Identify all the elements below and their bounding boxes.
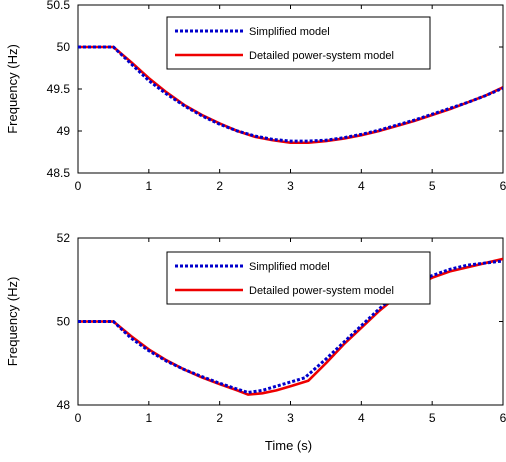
chart-panel-1: 0 1 2 3 4 5 6 48.5 49 49.5 50 50.5 Frequency (Hz) Sim… [5,0,506,193]
y-tick-label: 49 [57,124,71,138]
x-tick-label: 0 [75,179,82,193]
x-tick-label: 3 [287,411,294,425]
x-tick-label: 1 [145,411,152,425]
legend-label: Detailed power-system model [249,285,394,297]
y-axis-title: Frequency (Hz) [5,277,20,367]
y-tick-label: 49.5 [47,82,71,96]
legend-box [166,16,431,70]
x-tick-label: 4 [358,179,365,193]
legend-box [166,251,431,305]
x-tick-label: 3 [287,179,294,193]
y-tick-label: 52 [57,231,71,245]
x-tick-label: 4 [358,411,365,425]
legend-label: Detailed power-system model [249,50,394,62]
series-line-simplified [78,259,503,394]
legend: Simplified model Detailed power-system mo… [166,16,431,70]
x-tick-label: 5 [429,179,436,193]
legend-label: Simplified model [249,26,330,38]
legend-label: Simplified model [249,261,330,273]
y-tick-label: 50 [57,315,71,329]
x-tick-label: 6 [500,179,506,193]
y-tick-label: 48 [57,398,71,412]
x-tick-label: 5 [429,411,436,425]
x-tick-label: 2 [216,179,223,193]
y-tick-label: 50 [57,40,71,54]
x-axis-title: Time (s) [265,438,312,453]
x-tick-label: 2 [216,411,223,425]
legend: Simplified model Detailed power-system mo… [166,251,431,305]
y-tick-label: 50.5 [47,0,71,12]
x-tick-label: 0 [75,411,82,425]
chart-panel-2: 0 1 2 3 4 5 6 48 50 52 Frequency (Hz) Time (s) Simpl… [5,231,506,453]
y-axis-title: Frequency (Hz) [5,44,20,134]
x-tick-label: 1 [145,179,152,193]
x-tick-label: 6 [500,411,506,425]
y-tick-label: 48.5 [47,166,71,180]
series-line-simplified [78,45,503,143]
